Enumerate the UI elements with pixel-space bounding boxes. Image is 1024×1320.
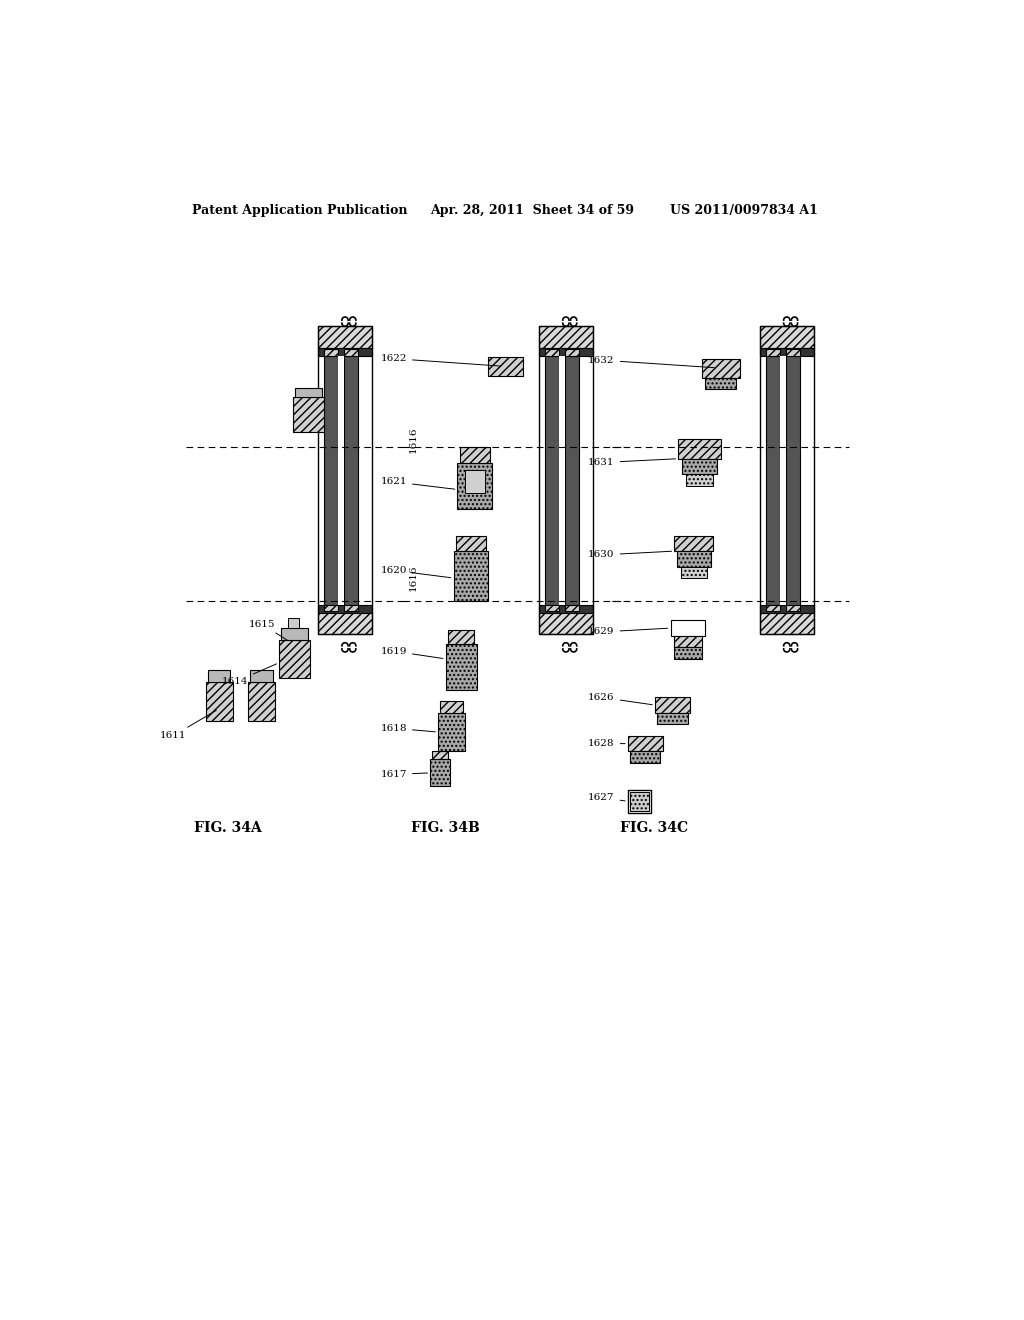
Bar [766, 350, 779, 355]
Bar [545, 355, 559, 605]
Bar [686, 474, 713, 486]
Bar [317, 612, 372, 635]
Bar [280, 640, 310, 678]
Bar [430, 759, 450, 785]
Bar [675, 536, 713, 552]
Bar [760, 326, 814, 635]
Bar [565, 350, 579, 355]
Bar [786, 355, 800, 605]
Bar [681, 566, 707, 578]
Bar [677, 552, 711, 566]
Bar [682, 459, 717, 474]
Text: FIG. 34C: FIG. 34C [621, 821, 688, 836]
Text: 1626: 1626 [588, 693, 652, 705]
Text: US 2011/0097834 A1: US 2011/0097834 A1 [671, 205, 818, 218]
Bar [338, 355, 344, 605]
Text: FIG. 34B: FIG. 34B [411, 821, 479, 836]
Text: 1614: 1614 [221, 664, 276, 686]
Bar [766, 605, 779, 611]
Text: Patent Application Publication: Patent Application Publication [191, 205, 408, 218]
Bar [324, 605, 338, 611]
Bar [786, 350, 800, 355]
Bar [206, 682, 232, 721]
Bar [458, 462, 493, 508]
Bar [344, 355, 358, 605]
Text: 1632: 1632 [588, 355, 714, 368]
Bar [317, 326, 372, 635]
Bar [565, 355, 579, 605]
Bar [630, 751, 660, 763]
Text: 1628: 1628 [588, 739, 625, 748]
Text: Apr. 28, 2011  Sheet 34 of 59: Apr. 28, 2011 Sheet 34 of 59 [430, 205, 634, 218]
Text: 1616: 1616 [409, 565, 418, 591]
Bar [539, 348, 593, 355]
Bar [324, 350, 338, 355]
Bar [671, 620, 706, 636]
Bar [295, 388, 322, 397]
Bar [317, 326, 372, 348]
Bar [675, 636, 701, 647]
Bar [539, 326, 593, 635]
Text: FIG. 34A: FIG. 34A [194, 821, 261, 836]
Bar [786, 605, 800, 611]
Bar [657, 713, 687, 725]
Bar [559, 355, 565, 605]
Bar [282, 628, 308, 640]
Bar [779, 355, 786, 605]
Bar [539, 605, 593, 612]
Bar [545, 350, 559, 355]
Text: 1620: 1620 [381, 566, 451, 578]
Bar [440, 701, 463, 713]
Text: 1621: 1621 [381, 478, 455, 490]
Bar [449, 630, 474, 644]
Bar [317, 348, 372, 355]
Bar [760, 612, 814, 635]
Bar [630, 792, 649, 810]
Text: 1611: 1611 [160, 710, 216, 741]
Bar [344, 350, 358, 355]
Bar [488, 358, 523, 376]
Text: 1622: 1622 [381, 354, 501, 366]
Text: 1629: 1629 [588, 627, 668, 636]
Bar [208, 671, 230, 682]
Bar [456, 536, 486, 552]
Bar [565, 605, 579, 611]
Text: 1619: 1619 [381, 647, 443, 659]
Bar [760, 348, 814, 355]
Bar [628, 737, 663, 751]
Bar [251, 671, 273, 682]
Bar [460, 447, 489, 462]
Bar [675, 647, 701, 659]
Bar [766, 355, 779, 605]
Bar [539, 326, 593, 348]
Bar [706, 378, 736, 389]
Text: 1618: 1618 [381, 723, 435, 733]
Bar [454, 552, 488, 601]
Text: 1627: 1627 [588, 793, 625, 803]
Bar [539, 612, 593, 635]
Bar [438, 713, 465, 751]
Bar [701, 359, 740, 378]
Text: 1631: 1631 [588, 458, 676, 467]
Bar [465, 470, 484, 494]
Bar [628, 789, 651, 813]
Bar [289, 618, 299, 628]
Text: 1617: 1617 [381, 770, 427, 779]
Bar [317, 605, 372, 612]
Bar [545, 605, 559, 611]
Text: 1630: 1630 [588, 550, 672, 560]
Bar [324, 355, 338, 605]
Bar [760, 605, 814, 612]
Bar [248, 682, 275, 721]
Bar [655, 697, 690, 713]
Text: 1616: 1616 [409, 426, 418, 453]
Text: 1615: 1615 [249, 620, 288, 640]
Bar [678, 440, 721, 459]
Bar [432, 751, 449, 759]
Bar [293, 397, 324, 432]
Bar [445, 644, 477, 689]
Bar [344, 605, 358, 611]
Bar [760, 326, 814, 348]
